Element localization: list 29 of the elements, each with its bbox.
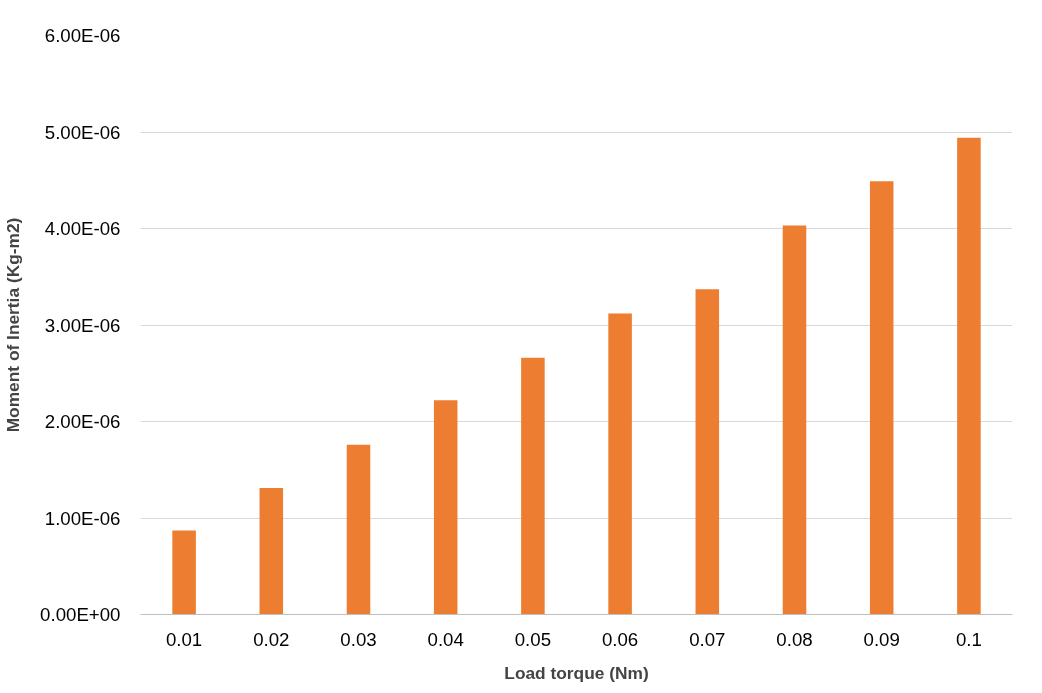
- x-tick-label: 0.04: [427, 628, 464, 650]
- bar: [346, 444, 371, 615]
- y-tick-label: 5.00E-06: [44, 121, 121, 143]
- y-tick-label: 0.00E+00: [40, 604, 121, 625]
- x-tick-label: 0.1: [955, 628, 982, 650]
- bar: [782, 225, 807, 615]
- bar: [259, 488, 284, 615]
- bar: [433, 400, 458, 615]
- y-axis-title: Moment of Inertia (Kg-m2): [3, 217, 24, 433]
- bar: [869, 181, 894, 615]
- x-tick-label: 0.02: [253, 628, 290, 650]
- x-tick-label: 0.03: [340, 628, 377, 650]
- y-tick-label: 2.00E-06: [44, 411, 121, 432]
- bar: [695, 289, 720, 615]
- bar: [521, 357, 545, 615]
- x-tick-label: 0.06: [601, 628, 639, 650]
- x-axis-title: Load torque (Nm): [504, 662, 649, 683]
- y-tick-label: 3.00E-06: [44, 314, 121, 336]
- y-tick-label: 6.00E-06: [44, 25, 121, 46]
- y-tick-label: 1.00E-06: [44, 507, 121, 529]
- x-tick-label: 0.07: [689, 628, 726, 650]
- x-tick-label: 0.01: [165, 628, 203, 650]
- x-tick-label: 0.05: [514, 628, 552, 650]
- y-tick-label: 4.00E-06: [44, 218, 121, 239]
- bar: [172, 530, 196, 615]
- x-tick-label: 0.09: [863, 628, 900, 650]
- bar: [608, 313, 632, 615]
- bar: [957, 137, 981, 615]
- x-tick-label: 0.08: [776, 628, 813, 650]
